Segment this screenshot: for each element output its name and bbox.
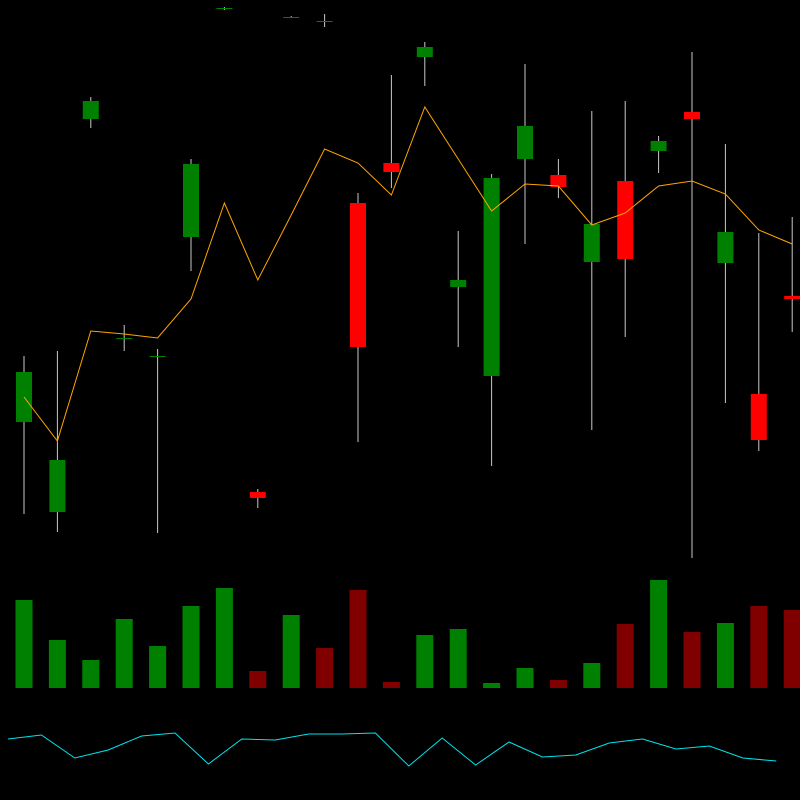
volume-bar	[215, 588, 233, 688]
volume-bar	[316, 648, 334, 688]
volume-bar	[583, 663, 601, 688]
volume-bar	[549, 680, 567, 688]
candle-body	[717, 232, 734, 263]
candle-body	[116, 338, 133, 339]
candle-body	[650, 141, 667, 151]
oscillator-line	[7, 732, 777, 767]
volume-bar	[449, 629, 467, 688]
candle-body	[750, 394, 767, 440]
volume-bar	[382, 682, 400, 688]
candle-body	[82, 101, 99, 119]
volume-bar	[783, 610, 800, 688]
candle-body	[350, 203, 366, 347]
candle-body	[216, 8, 233, 9]
candle-body	[517, 126, 533, 159]
candle-body	[450, 280, 467, 287]
volume-bar	[750, 606, 768, 688]
candle-body	[784, 296, 800, 299]
candle-body	[416, 47, 433, 57]
candle-body	[617, 181, 634, 259]
volume-bar	[683, 632, 701, 688]
candle-body	[684, 112, 700, 119]
volume-bar	[650, 580, 668, 688]
candle-body	[483, 178, 500, 376]
candle-body	[316, 21, 333, 22]
volume-bar	[149, 646, 167, 688]
candle-body	[183, 164, 199, 237]
volume-bar	[516, 668, 534, 688]
volume-bar	[82, 660, 100, 688]
volume-bar	[349, 590, 367, 688]
candle-body	[149, 356, 166, 357]
volume-bar	[416, 635, 434, 688]
candle-body	[49, 460, 66, 512]
candle-body	[283, 17, 300, 18]
candle-body	[249, 492, 266, 498]
volume-bar	[282, 615, 300, 688]
moving-average-line	[23, 105, 793, 443]
volume-bar	[15, 600, 33, 688]
candle-body	[550, 175, 567, 187]
candle-body	[383, 163, 400, 172]
volume-bar	[616, 624, 634, 688]
candle-body	[583, 224, 600, 262]
volume-bar	[483, 683, 501, 688]
volume-bar	[716, 623, 734, 688]
volume-bar	[182, 606, 200, 688]
volume-bar	[249, 671, 267, 688]
volume-bar	[48, 640, 66, 688]
volume-bar	[115, 619, 133, 688]
